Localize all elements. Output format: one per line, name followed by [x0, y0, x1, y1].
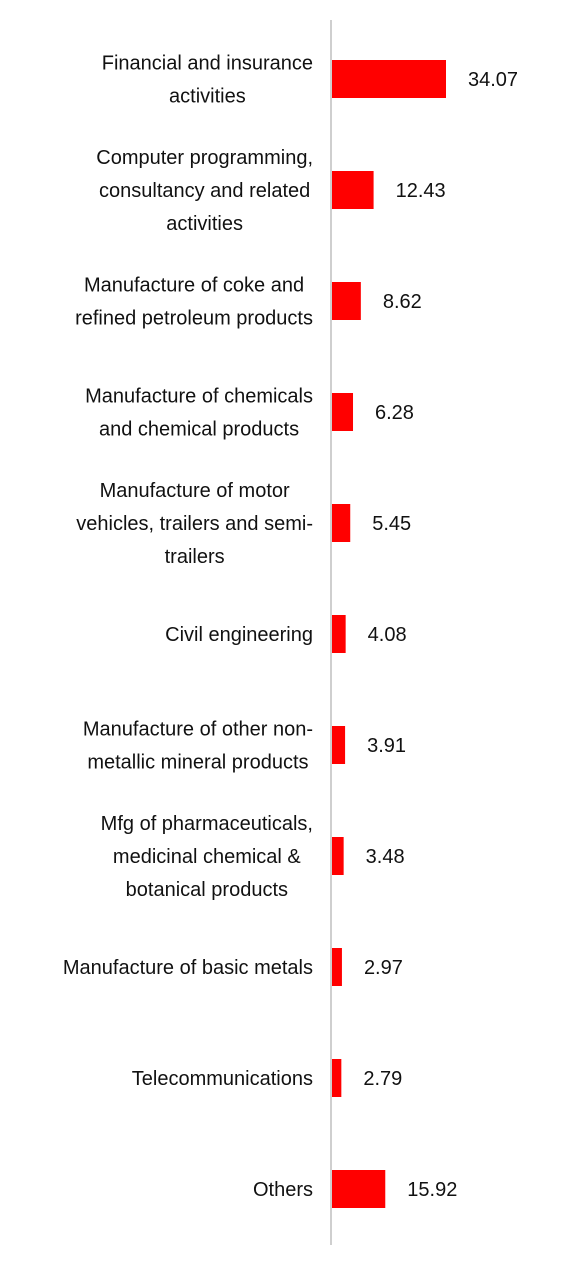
value-label-2: 8.62 — [383, 291, 422, 313]
bar-7 — [332, 837, 344, 875]
category-label-7: Mfg of pharmaceuticals, medicinal chemica… — [101, 813, 313, 901]
value-label-3: 6.28 — [375, 402, 414, 424]
bar-9 — [332, 1059, 342, 1097]
bar-1 — [332, 171, 374, 209]
bar-6 — [332, 726, 346, 764]
bar-10 — [332, 1170, 386, 1208]
bar-0 — [332, 60, 446, 98]
category-label-2: Manufacture of coke and refined petroleum… — [75, 275, 313, 330]
value-label-9: 2.79 — [363, 1068, 402, 1090]
bar-8 — [332, 948, 342, 986]
category-label-3: Manufacture of chemicals and chemical pro… — [85, 386, 313, 441]
value-label-7: 3.48 — [366, 846, 405, 868]
bar-3 — [332, 393, 354, 431]
bar-4 — [332, 504, 351, 542]
value-label-4: 5.45 — [372, 513, 411, 535]
category-label-9: Telecommunications — [132, 1068, 313, 1090]
category-label-1: Computer programming, consultancy and rel… — [96, 147, 313, 235]
category-label-10: Others — [253, 1179, 313, 1201]
category-label-6: Manufacture of other non-metallic minera… — [83, 719, 313, 774]
value-label-5: 4.08 — [368, 624, 407, 646]
bar-5 — [332, 615, 346, 653]
category-label-4: Manufacture of motor vehicles, trailers a… — [76, 480, 313, 568]
value-label-1: 12.43 — [396, 180, 446, 202]
category-label-0: Financial and insurance activities — [102, 53, 313, 108]
value-label-0: 34.07 — [468, 69, 518, 91]
bar-2 — [332, 282, 361, 320]
value-label-10: 15.92 — [407, 1179, 457, 1201]
category-label-5: Civil engineering — [165, 624, 313, 646]
category-label-8: Manufacture of basic metals — [63, 957, 313, 979]
value-label-8: 2.97 — [364, 957, 403, 979]
value-label-6: 3.91 — [367, 735, 406, 757]
